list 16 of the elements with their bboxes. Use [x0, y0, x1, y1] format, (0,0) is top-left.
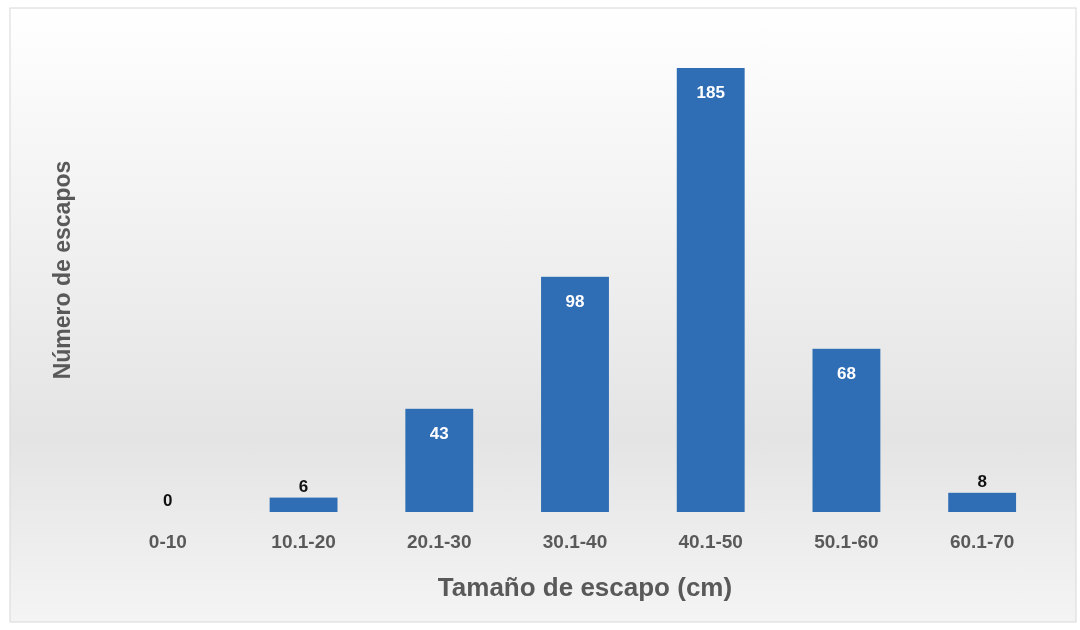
x-tick-label: 50.1-60: [814, 531, 879, 552]
data-label: 0: [163, 491, 173, 510]
x-tick-label: 0-10: [148, 531, 187, 552]
data-label: 68: [836, 363, 856, 383]
data-label: 8: [977, 471, 987, 491]
x-tick-label: 20.1-30: [407, 531, 472, 552]
x-axis-title: Tamaño de escapo (cm): [437, 572, 733, 602]
y-axis-title: Número de escapos: [49, 160, 75, 380]
x-tick-label: 40.1-50: [678, 531, 743, 552]
data-label: 98: [565, 291, 585, 311]
data-label: 43: [429, 423, 449, 443]
data-label: 185: [696, 83, 725, 102]
x-tick-label: 10.1-20: [271, 531, 336, 552]
x-tick-label: 30.1-40: [542, 531, 608, 552]
data-label: 6: [298, 476, 309, 496]
x-tick-label: 60.1-70: [949, 531, 1015, 552]
